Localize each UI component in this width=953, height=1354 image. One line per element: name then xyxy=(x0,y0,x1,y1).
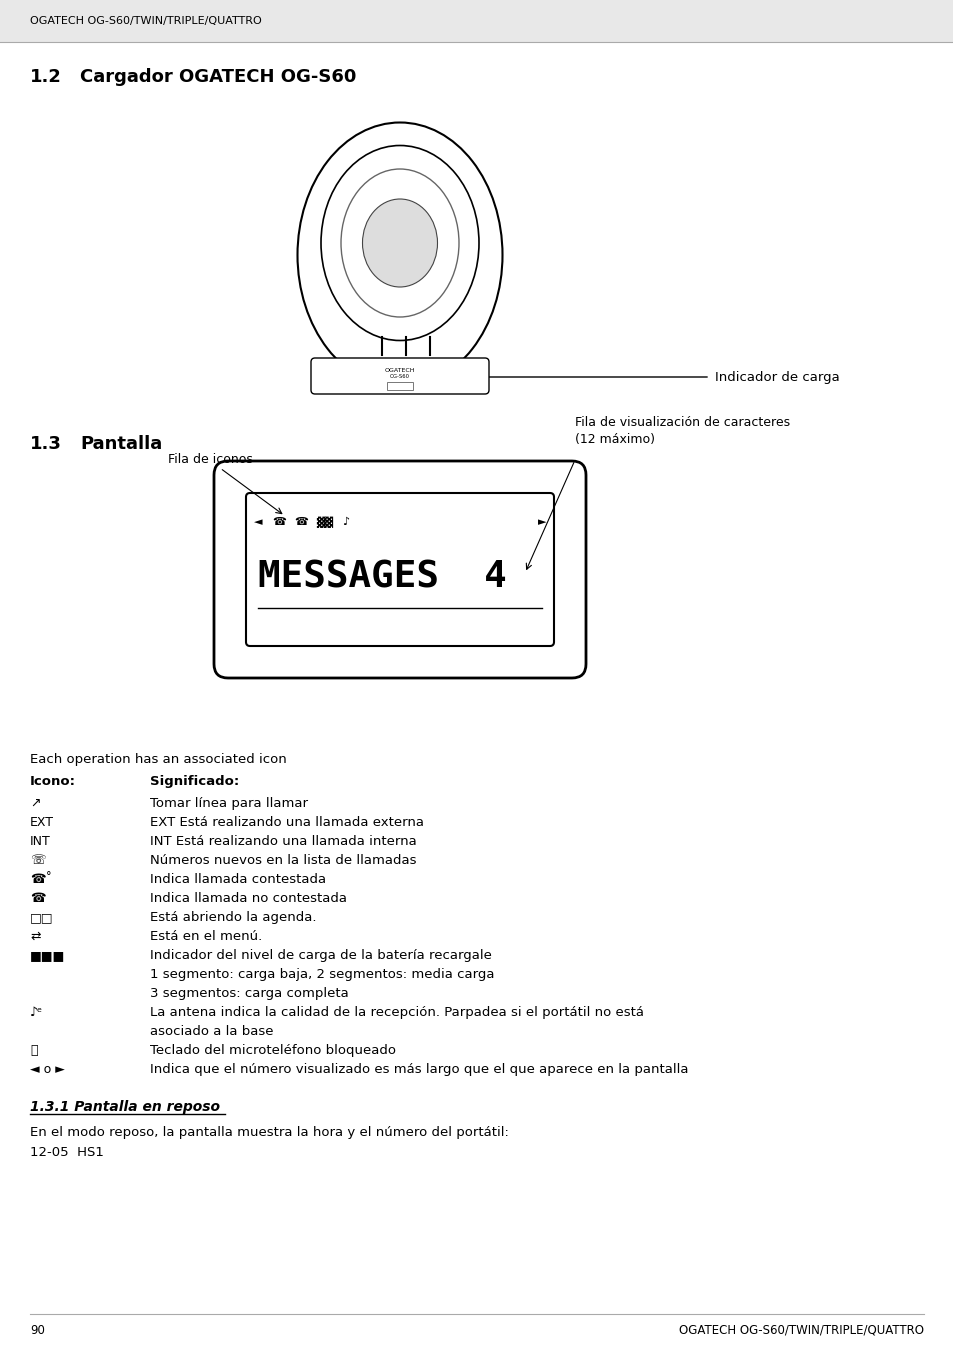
Text: 3 segmentos: carga completa: 3 segmentos: carga completa xyxy=(150,987,349,1001)
Text: ►: ► xyxy=(537,517,546,527)
Text: Fila de iconos: Fila de iconos xyxy=(168,454,253,466)
Text: INT: INT xyxy=(30,835,51,848)
Text: ☎˚: ☎˚ xyxy=(30,873,52,886)
Ellipse shape xyxy=(362,199,437,287)
Text: ↗: ↗ xyxy=(30,798,40,810)
Text: Indicador del nivel de carga de la batería recargale: Indicador del nivel de carga de la bater… xyxy=(150,949,492,961)
Text: ☎: ☎ xyxy=(272,517,286,527)
Text: 90: 90 xyxy=(30,1323,45,1336)
Text: OG-S60: OG-S60 xyxy=(390,375,410,379)
Text: 1.3: 1.3 xyxy=(30,435,62,454)
Text: Está en el menú.: Está en el menú. xyxy=(150,930,262,942)
Text: ♪: ♪ xyxy=(341,517,349,527)
Text: Significado:: Significado: xyxy=(150,774,239,788)
Text: EXT Está realizando una llamada externa: EXT Está realizando una llamada externa xyxy=(150,816,423,829)
Text: 1.3.1 Pantalla en reposo: 1.3.1 Pantalla en reposo xyxy=(30,1099,220,1114)
FancyBboxPatch shape xyxy=(213,460,585,678)
Text: 1 segmento: carga baja, 2 segmentos: media carga: 1 segmento: carga baja, 2 segmentos: med… xyxy=(150,968,494,982)
Text: ☏: ☏ xyxy=(30,854,46,867)
Ellipse shape xyxy=(320,145,478,340)
Text: 12-05  HS1: 12-05 HS1 xyxy=(30,1145,104,1159)
Text: ▓▓: ▓▓ xyxy=(315,516,333,528)
Text: ⭐: ⭐ xyxy=(30,1044,37,1057)
Bar xyxy=(0,0,953,42)
Text: ♪ᵉ: ♪ᵉ xyxy=(30,1006,43,1020)
Text: Indica llamada contestada: Indica llamada contestada xyxy=(150,873,326,886)
Text: Indicador de carga: Indicador de carga xyxy=(714,371,839,383)
Text: ◄ o ►: ◄ o ► xyxy=(30,1063,65,1076)
Text: Teclado del microteléfono bloqueado: Teclado del microteléfono bloqueado xyxy=(150,1044,395,1057)
Text: asociado a la base: asociado a la base xyxy=(150,1025,274,1039)
FancyBboxPatch shape xyxy=(311,357,489,394)
Ellipse shape xyxy=(340,169,458,317)
Text: Icono:: Icono: xyxy=(30,774,76,788)
Text: ■■■: ■■■ xyxy=(30,949,65,961)
Text: Pantalla: Pantalla xyxy=(80,435,162,454)
Text: Tomar línea para llamar: Tomar línea para llamar xyxy=(150,798,308,810)
Text: Indica que el número visualizado es más largo que el que aparece en la pantalla: Indica que el número visualizado es más … xyxy=(150,1063,688,1076)
Text: OGATECH OG-S60/TWIN/TRIPLE/QUATTRO: OGATECH OG-S60/TWIN/TRIPLE/QUATTRO xyxy=(679,1323,923,1336)
Text: MESSAGES  4: MESSAGES 4 xyxy=(257,561,506,596)
Text: □□: □□ xyxy=(30,911,53,923)
Text: ◄: ◄ xyxy=(253,517,262,527)
Text: En el modo reposo, la pantalla muestra la hora y el número del portátil:: En el modo reposo, la pantalla muestra l… xyxy=(30,1127,508,1139)
Text: OGATECH OG-S60/TWIN/TRIPLE/QUATTRO: OGATECH OG-S60/TWIN/TRIPLE/QUATTRO xyxy=(30,16,261,26)
Text: INT Está realizando una llamada interna: INT Está realizando una llamada interna xyxy=(150,835,416,848)
Text: La antena indica la calidad de la recepción. Parpadea si el portátil no está: La antena indica la calidad de la recepc… xyxy=(150,1006,643,1020)
Text: Está abriendo la agenda.: Está abriendo la agenda. xyxy=(150,911,316,923)
Bar xyxy=(387,382,413,390)
Text: Indica llamada no contestada: Indica llamada no contestada xyxy=(150,892,347,904)
Text: EXT: EXT xyxy=(30,816,54,829)
Text: Cargador OGATECH OG-S60: Cargador OGATECH OG-S60 xyxy=(80,68,356,87)
Text: 1.2: 1.2 xyxy=(30,68,62,87)
Text: Each operation has an associated icon: Each operation has an associated icon xyxy=(30,753,287,766)
Text: ☎: ☎ xyxy=(30,892,46,904)
Text: OGATECH: OGATECH xyxy=(384,367,415,372)
FancyBboxPatch shape xyxy=(246,493,554,646)
Ellipse shape xyxy=(297,122,502,387)
Text: Fila de visualización de caracteres
(12 máximo): Fila de visualización de caracteres (12 … xyxy=(575,416,789,445)
Text: ☎: ☎ xyxy=(294,517,308,527)
Text: Números nuevos en la lista de llamadas: Números nuevos en la lista de llamadas xyxy=(150,854,416,867)
Text: ⇄: ⇄ xyxy=(30,930,40,942)
